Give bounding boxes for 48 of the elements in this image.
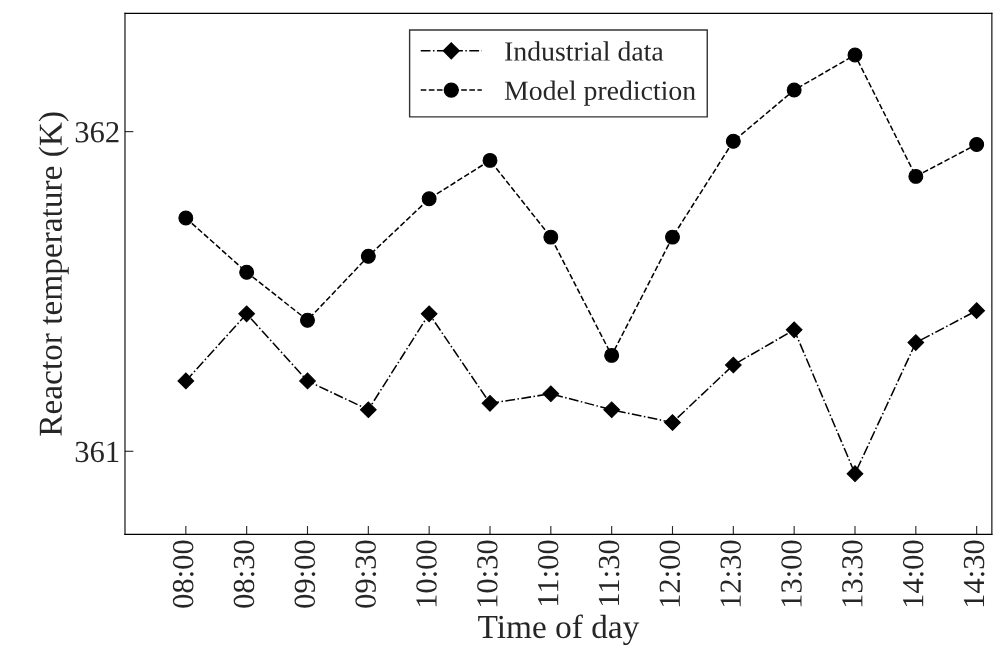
y-tick-label: 362	[75, 122, 119, 143]
point	[785, 321, 803, 339]
x-tick-label: 13:00	[781, 540, 802, 607]
point	[177, 372, 195, 390]
x-tick-label: 08:00	[172, 540, 194, 608]
x-tick-label: 14:30	[963, 540, 985, 607]
x-tick-label: 11:30	[598, 540, 620, 606]
x-tick-label: 12:30	[720, 540, 742, 607]
point	[359, 401, 377, 419]
point	[420, 305, 438, 323]
x-tick-label: 11:00	[537, 540, 559, 606]
point	[603, 401, 621, 419]
y-tick-label: 361	[75, 441, 119, 463]
point	[724, 356, 742, 374]
x-tick-label: 08:30	[233, 540, 255, 608]
point	[299, 372, 316, 390]
point	[239, 264, 255, 280]
x-tick-label: 09:00	[294, 540, 316, 608]
legend-label: Industrial data	[505, 41, 664, 61]
point	[542, 385, 560, 403]
x-tick-label: 10:00	[416, 540, 437, 607]
point	[482, 152, 498, 168]
x-tick-label: 09:30	[355, 540, 377, 608]
point	[604, 347, 620, 363]
point	[664, 414, 681, 431]
point	[725, 133, 741, 149]
point	[360, 248, 376, 264]
point	[908, 168, 924, 184]
point	[665, 229, 680, 245]
point	[238, 305, 256, 323]
x-axis-title: Time of day	[478, 614, 640, 646]
point	[846, 465, 864, 483]
point	[543, 229, 559, 245]
x-tick-label: 12:00	[659, 540, 681, 607]
point	[968, 302, 986, 320]
x-tick-label: 13:30	[842, 540, 863, 607]
point	[481, 394, 499, 412]
point	[969, 136, 985, 152]
point	[178, 210, 194, 226]
legend-label: Model prediction	[504, 80, 696, 106]
point	[786, 82, 802, 98]
y-axis-title: Reactor temperature (K)	[38, 112, 69, 436]
point	[907, 334, 925, 351]
x-tick-label: 14:00	[902, 540, 924, 607]
point	[847, 47, 863, 63]
point	[300, 312, 315, 328]
point	[421, 191, 437, 207]
x-tick-label: 10:30	[477, 540, 498, 607]
